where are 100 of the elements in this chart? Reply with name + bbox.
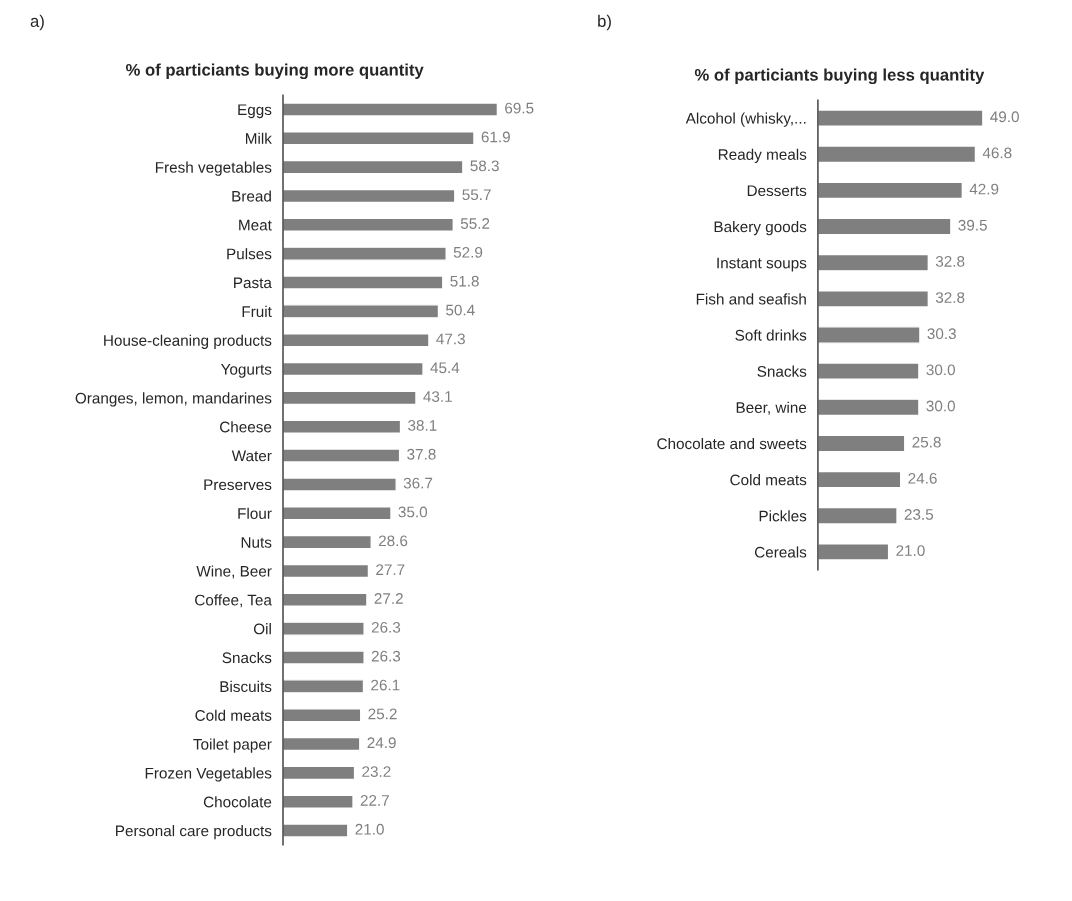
y-tick-label: Meat xyxy=(239,219,272,231)
data-label: 25.8 xyxy=(912,436,941,448)
chart-title: % of particiants buying more quantity xyxy=(125,63,424,80)
y-tick-label: Pasta xyxy=(234,277,272,289)
y-tick-label: Toilet paper xyxy=(193,738,272,753)
bar xyxy=(283,794,354,809)
data-label: 21.0 xyxy=(896,545,925,557)
bar xyxy=(817,362,920,380)
data-label: 36.7 xyxy=(403,477,433,489)
bar xyxy=(283,390,417,406)
data-label: 26.3 xyxy=(371,621,401,633)
data-label: 52.9 xyxy=(453,246,483,258)
y-tick-label: Snacks xyxy=(222,651,272,664)
y-tick-label: Cold meats xyxy=(195,709,272,721)
y-tick-label: Fruit xyxy=(242,305,272,318)
bar xyxy=(283,823,349,838)
data-label: 24.6 xyxy=(908,472,937,484)
y-tick-label: House-cleaning products xyxy=(104,334,272,349)
data-label: 61.9 xyxy=(481,131,510,143)
bar xyxy=(283,304,440,319)
data-label: 26.3 xyxy=(371,650,401,662)
y-tick-label: Bread xyxy=(232,190,271,202)
data-label: 46.8 xyxy=(982,147,1012,159)
data-label: 43.1 xyxy=(423,391,452,402)
bar xyxy=(817,398,920,417)
y-tick-label: Soft drinks xyxy=(735,329,807,341)
bar xyxy=(283,563,370,579)
data-label: 22.7 xyxy=(360,795,389,806)
data-label: 27.2 xyxy=(374,593,403,604)
data-label: 27.7 xyxy=(376,564,405,575)
bar xyxy=(283,448,401,463)
data-label: 50.4 xyxy=(446,304,475,316)
y-tick-label: Eggs xyxy=(238,104,272,119)
y-tick-label: Oranges, lemon, mandarines xyxy=(75,392,272,407)
bar xyxy=(283,246,447,261)
bar xyxy=(283,621,365,636)
y-tick-label: Frozen Vegetables xyxy=(145,767,272,782)
y-tick-label: Chocolate xyxy=(203,796,272,808)
data-label: 37.8 xyxy=(407,448,436,460)
data-label: 26.1 xyxy=(371,679,400,691)
bar xyxy=(283,708,362,723)
bar xyxy=(817,217,952,236)
chart-title: % of particiants buying less quantity xyxy=(694,68,985,85)
data-label: 58.3 xyxy=(470,160,499,172)
y-tick-label: Yogurts xyxy=(220,364,272,378)
data-label: 49.0 xyxy=(990,111,1019,123)
bar xyxy=(283,188,456,204)
bar xyxy=(283,217,454,232)
y-tick-label: Cold meats xyxy=(730,474,807,486)
data-label: 30.0 xyxy=(926,400,955,412)
y-tick-label: Water xyxy=(231,450,272,462)
bar xyxy=(817,290,930,308)
y-tick-label: Wine, Beer xyxy=(196,565,272,579)
y-tick-label: Chocolate and sweets xyxy=(657,437,807,450)
y-tick-label: Cereals xyxy=(754,546,807,558)
data-label: 30.0 xyxy=(926,364,955,376)
y-tick-label: Personal care products xyxy=(116,825,272,840)
y-tick-label: Nuts xyxy=(241,537,272,548)
text: b) xyxy=(598,14,611,31)
y-tick-label: Snacks xyxy=(757,365,807,377)
data-label: 23.5 xyxy=(904,509,934,520)
bar xyxy=(817,253,930,272)
bar xyxy=(283,275,444,290)
bar xyxy=(817,506,898,525)
y-tick-label: Fresh vegetables xyxy=(155,161,272,176)
data-label: 21.0 xyxy=(355,823,384,835)
data-label: 38.1 xyxy=(408,420,437,431)
bar xyxy=(283,534,372,550)
y-tick-label: Fish and seafish xyxy=(696,293,806,305)
y-tick-label: Flour xyxy=(238,507,272,519)
data-label: 30.3 xyxy=(927,328,956,340)
data-label: 32.8 xyxy=(935,292,965,303)
y-tick-label: Bakery goods xyxy=(714,221,807,236)
data-label: 55.2 xyxy=(460,218,490,229)
y-tick-label: Pickles xyxy=(759,510,807,522)
y-tick-label: Milk xyxy=(246,132,272,144)
data-label: 25.2 xyxy=(368,708,397,720)
bar xyxy=(817,543,890,561)
bar xyxy=(283,650,365,665)
bar xyxy=(817,181,964,200)
data-label: 47.3 xyxy=(436,333,465,345)
y-tick-label: Beer, wine xyxy=(736,401,807,415)
bar xyxy=(283,333,430,348)
bar xyxy=(283,765,356,781)
bar xyxy=(283,131,475,146)
data-label: 69.5 xyxy=(505,102,534,114)
y-tick-label: Coffee, Tea xyxy=(195,594,272,608)
data-label: 42.9 xyxy=(969,183,999,195)
data-label: 55.7 xyxy=(462,189,491,201)
y-tick-label: Biscuits xyxy=(220,680,272,693)
bar xyxy=(283,102,499,117)
bar xyxy=(283,159,464,175)
y-tick-label: Oil xyxy=(253,623,271,635)
data-label: 51.8 xyxy=(450,275,479,287)
bar xyxy=(283,506,392,521)
bar xyxy=(817,326,921,344)
data-label: 45.4 xyxy=(430,362,460,374)
bar xyxy=(817,470,902,489)
y-tick-label: Instant soups xyxy=(717,257,807,272)
y-tick-label: Cheese xyxy=(220,421,272,433)
